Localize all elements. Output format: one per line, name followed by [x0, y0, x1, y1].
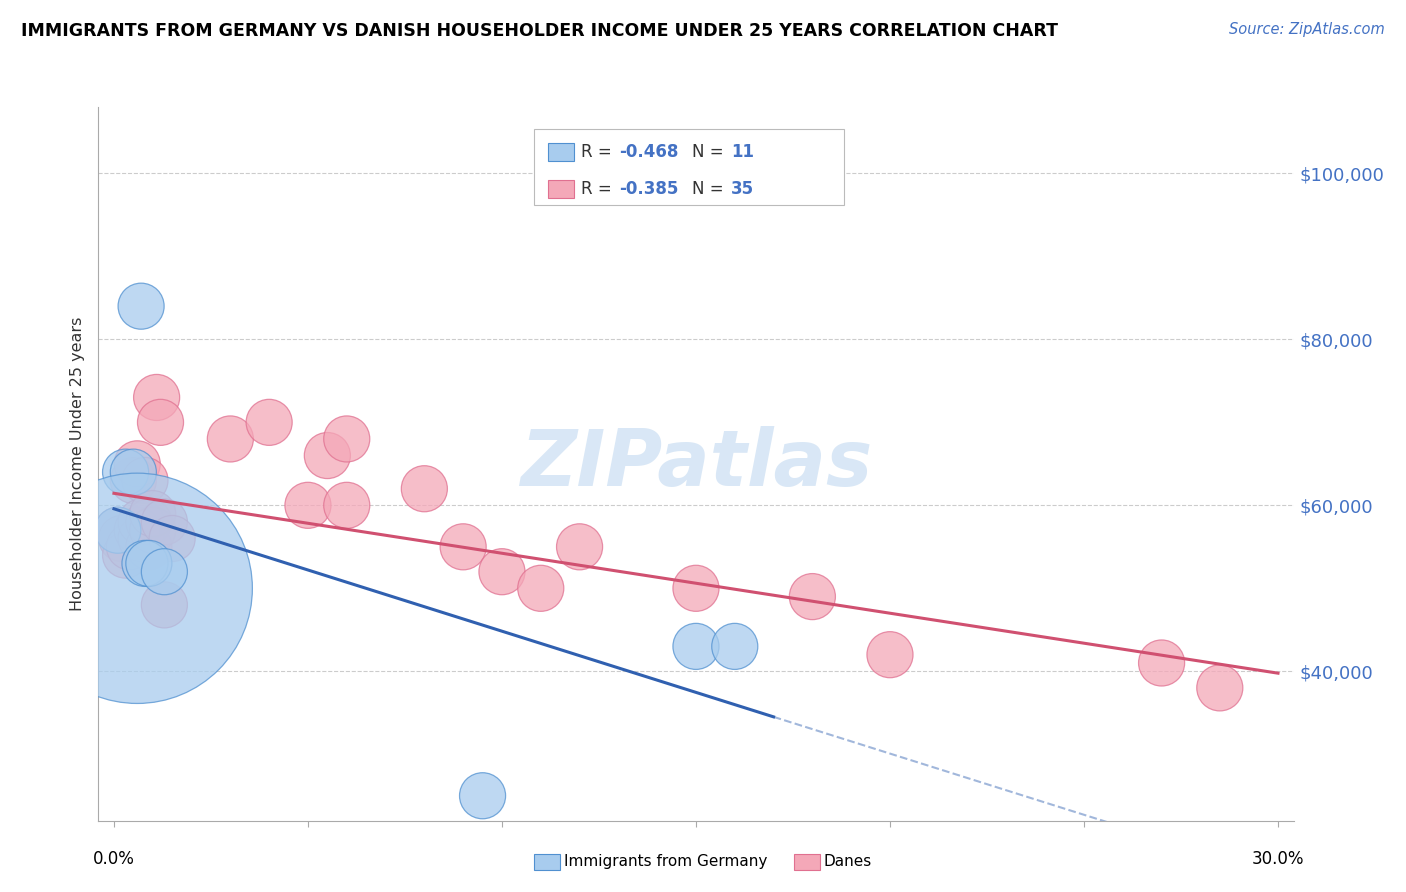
Point — [1150, 656, 1173, 670]
Point — [316, 449, 339, 463]
Point — [413, 482, 436, 496]
Point — [134, 557, 156, 571]
Point — [122, 474, 145, 488]
Text: N =: N = — [692, 143, 728, 161]
Point — [879, 648, 901, 662]
Point — [160, 532, 183, 546]
Point — [129, 532, 152, 546]
Point — [153, 598, 176, 612]
Text: ZIPatlas: ZIPatlas — [520, 425, 872, 502]
Point — [138, 515, 160, 529]
Text: 30.0%: 30.0% — [1251, 850, 1305, 868]
Point — [127, 523, 149, 537]
Point — [530, 582, 553, 596]
Point — [142, 523, 165, 537]
Text: 0.0%: 0.0% — [93, 850, 135, 868]
Point — [145, 391, 167, 405]
Text: Source: ZipAtlas.com: Source: ZipAtlas.com — [1229, 22, 1385, 37]
Point — [107, 523, 129, 537]
Point — [134, 474, 156, 488]
Point — [138, 557, 160, 571]
Point — [471, 789, 494, 803]
Point — [451, 540, 474, 554]
Text: Immigrants from Germany: Immigrants from Germany — [564, 855, 768, 869]
Point — [114, 465, 136, 479]
Text: IMMIGRANTS FROM GERMANY VS DANISH HOUSEHOLDER INCOME UNDER 25 YEARS CORRELATION : IMMIGRANTS FROM GERMANY VS DANISH HOUSEH… — [21, 22, 1059, 40]
Point — [685, 640, 707, 654]
Point — [724, 640, 747, 654]
Text: R =: R = — [581, 180, 617, 198]
Point — [336, 432, 359, 446]
Point — [127, 582, 149, 596]
Text: 11: 11 — [731, 143, 754, 161]
Y-axis label: Householder Income Under 25 years: Householder Income Under 25 years — [70, 317, 86, 611]
Point — [685, 582, 707, 596]
Point — [336, 499, 359, 513]
Text: -0.385: -0.385 — [619, 180, 678, 198]
Point — [153, 565, 176, 579]
Point — [118, 540, 141, 554]
Point — [142, 507, 165, 521]
Point — [122, 465, 145, 479]
Text: 35: 35 — [731, 180, 754, 198]
Point — [129, 299, 152, 313]
Point — [111, 532, 134, 546]
Point — [149, 415, 172, 429]
Point — [127, 457, 149, 471]
Point — [257, 415, 280, 429]
Point — [138, 540, 160, 554]
Point — [107, 523, 129, 537]
Point — [801, 590, 824, 604]
Point — [568, 540, 591, 554]
Point — [297, 499, 319, 513]
Point — [1209, 681, 1232, 695]
Point — [153, 515, 176, 529]
Text: Danes: Danes — [824, 855, 872, 869]
Point — [491, 565, 513, 579]
Text: N =: N = — [692, 180, 728, 198]
Point — [219, 432, 242, 446]
Point — [129, 515, 152, 529]
Point — [114, 548, 136, 562]
Text: -0.468: -0.468 — [619, 143, 678, 161]
Text: R =: R = — [581, 143, 617, 161]
